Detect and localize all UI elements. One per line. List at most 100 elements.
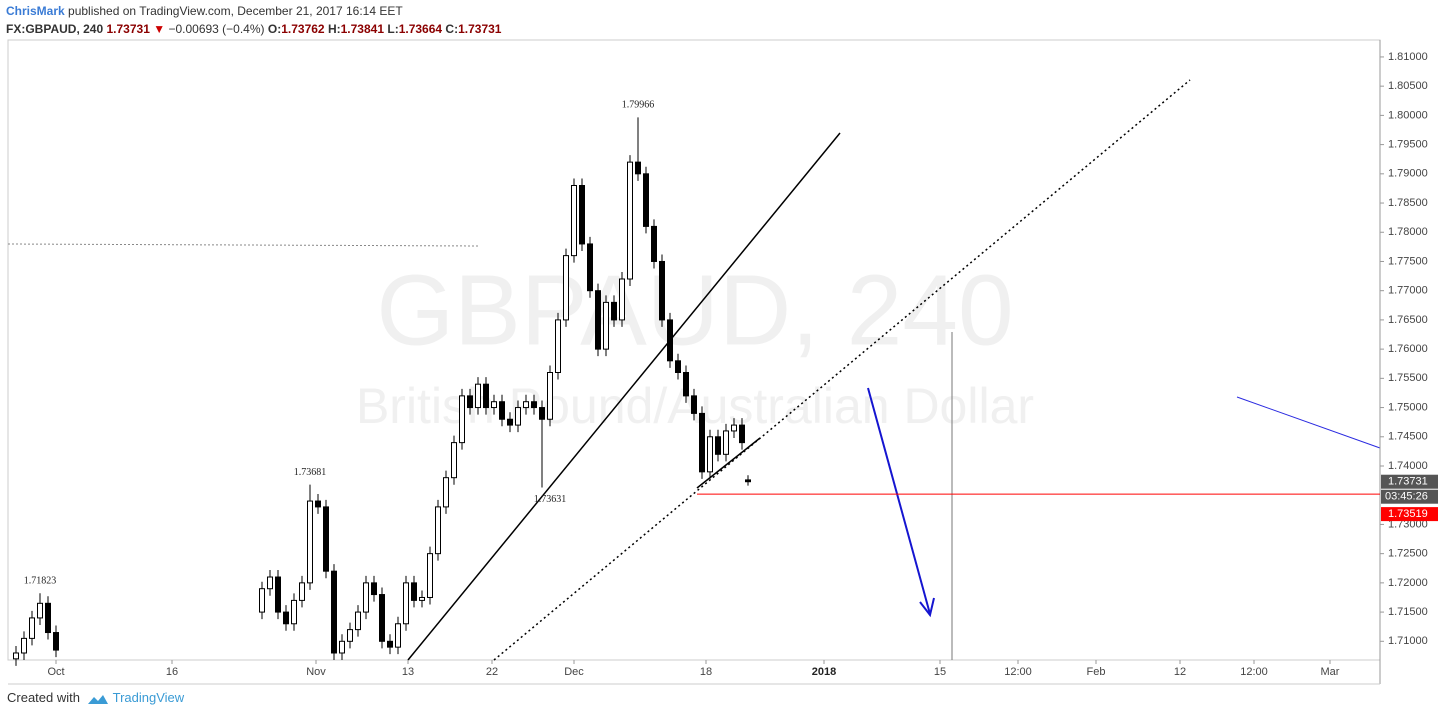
candle-body [443,477,449,508]
candle-body [435,506,441,555]
ohlc-label: H: [327,22,341,36]
candle-body [563,255,569,321]
created: Created with [7,690,80,705]
candle-body [515,407,521,426]
y-tick-label: 1.76500 [1388,314,1428,326]
countdown-tag [1381,489,1438,504]
candle-body [339,640,345,654]
candle-body [499,401,505,420]
change: −0.00693 (−0.4%) [168,22,265,36]
candle-body [355,611,361,631]
candle-body [427,553,433,598]
y-tick-label: 1.79000 [1388,168,1428,180]
candle-body [13,652,19,660]
x-tick-label: 12:00 [1240,666,1268,678]
logo [88,694,109,704]
x-tick-label: Nov [306,666,326,678]
candle-body [611,301,617,321]
marks [13,117,751,666]
x-tick-label: Feb [1087,666,1106,678]
candle-body [715,436,721,455]
y-tick-label: 1.81000 [1388,51,1428,63]
candle-body [467,395,473,409]
x-tick-label: 2018 [812,666,836,678]
x-tick-label: 22 [486,666,498,678]
candle-body [45,602,51,634]
candle-body [731,424,737,432]
y-tick-label: 1.77500 [1388,255,1428,267]
candle-body [451,442,457,479]
ohlc-label: L: [387,22,399,36]
annotation: 1.71823 [24,576,57,587]
candle-body [507,418,513,426]
candle-body [723,430,729,455]
y-tick-label: 1.72000 [1388,577,1428,589]
arrow-head [919,597,935,618]
candle-body [53,632,59,651]
y-tick-label: 1.74000 [1388,460,1428,472]
candle-body [323,506,329,572]
y-tick-label: 1.72500 [1388,548,1428,560]
ohlc-value: 1.73762 [281,22,325,36]
candle-body [419,596,425,601]
trend-line-dotted [493,79,1191,661]
candle-body [395,623,401,648]
candle-body [29,617,35,639]
candle-body [691,395,697,414]
candle-body [547,371,553,420]
blue-line [1236,396,1381,449]
candle-body [259,588,265,613]
ohlc-value: 1.73731 [458,22,502,36]
candle-body [555,319,561,373]
y-tick-label: 1.78500 [1388,197,1428,209]
candle-body [675,360,681,373]
candle-body [307,500,313,584]
ohlc-label: C: [445,22,459,36]
candle-body [683,371,689,397]
y-tick-label: 1.80500 [1388,80,1428,92]
candle-body [475,383,481,409]
x-tick-label: 18 [700,666,712,678]
ohlc-value: 1.73841 [340,22,385,36]
alert-price-tag [1381,507,1438,522]
candle-body [595,290,601,350]
candle-body [379,594,385,642]
candle-body [619,278,625,321]
y-tick-label: 1.80000 [1388,109,1428,121]
x-tick-label: 12:00 [1004,666,1032,678]
y-tick-label: 1.77000 [1388,285,1428,297]
candle-body [539,407,545,420]
y-tick-label: 1.79500 [1388,139,1428,151]
candle-body [491,401,497,409]
x-tick-label: Dec [564,666,584,678]
candle-body [627,161,633,280]
published: published on TradingView.com, December 2… [68,4,403,18]
annotation: 1.79966 [622,100,655,111]
publish-line: ChrisMark published on TradingView.com, … [6,4,403,18]
candle-body [347,629,353,642]
candle-body [651,225,657,262]
footer: Created with TradingView [7,690,184,705]
symbol: FX:GBPAUD, 240 [6,22,104,36]
x-tick-label: 16 [166,666,178,678]
annotation: 1.73681 [294,467,327,478]
candle-body [363,582,369,613]
candle-body [483,383,489,409]
candle-body [299,582,305,601]
trend-line [407,132,841,661]
candle-body [459,395,465,444]
candle-body [267,576,273,590]
y-tick-label: 1.76000 [1388,343,1428,355]
ohlc-value: 1.73664 [398,22,443,36]
last-price-tag [1381,474,1438,489]
author[interactable]: ChrisMark [6,4,65,18]
brand[interactable]: TradingView [112,690,185,705]
candle-body [37,602,43,619]
candle-body [707,436,713,473]
y-tick-label: 1.75500 [1388,372,1428,384]
candle-body [387,640,393,648]
candle-body [283,611,289,625]
y-tick-label: 1.73000 [1388,518,1428,530]
